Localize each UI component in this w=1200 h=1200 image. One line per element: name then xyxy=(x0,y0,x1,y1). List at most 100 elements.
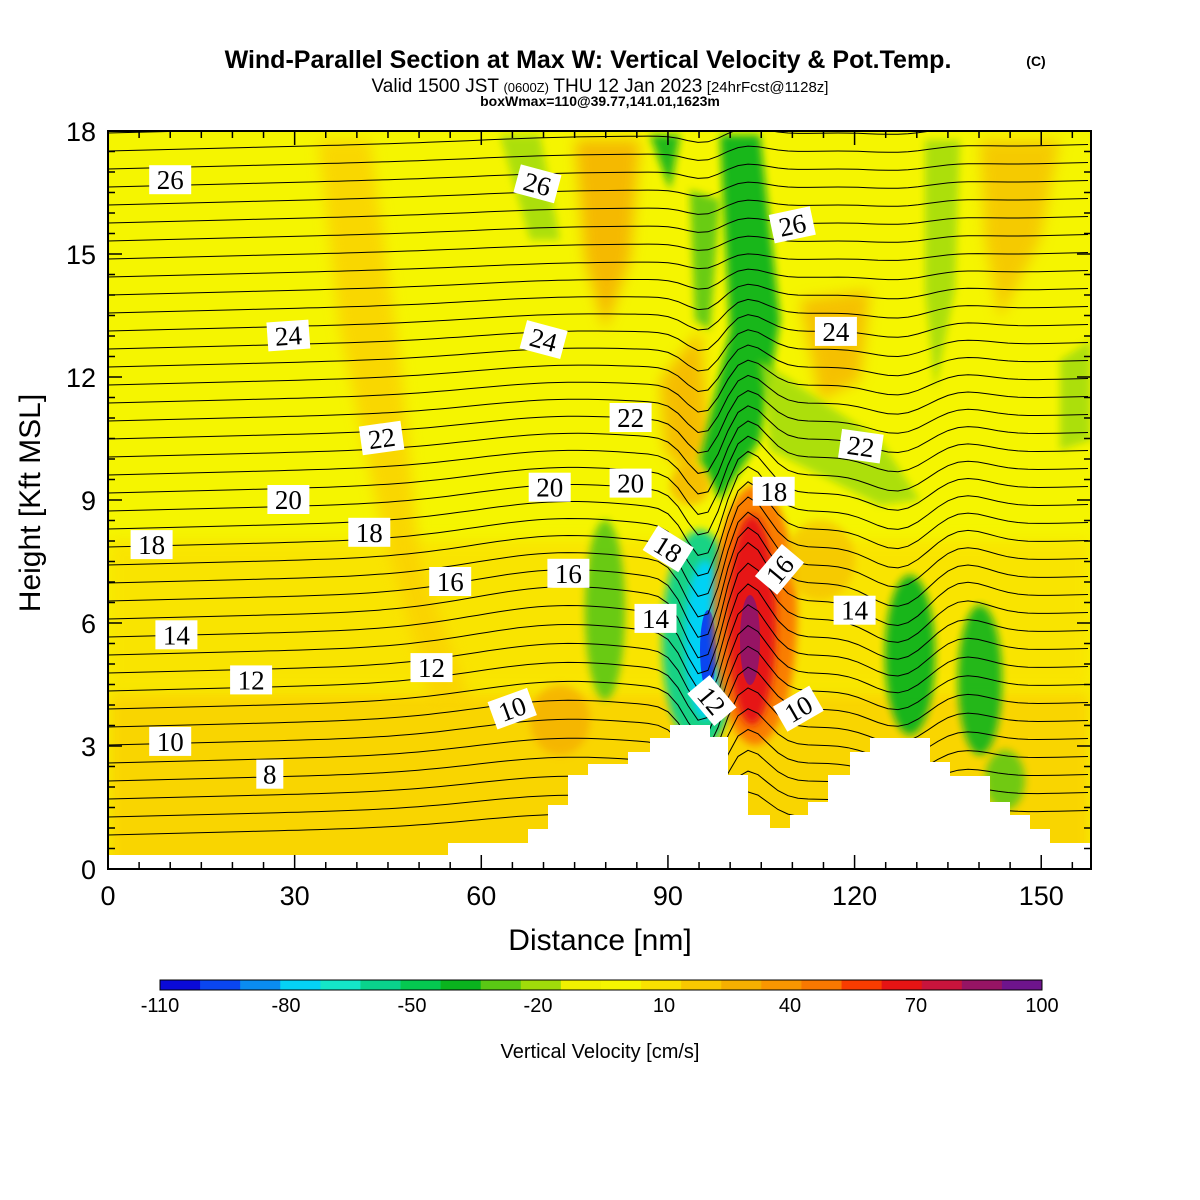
isentrope-label-text: 18 xyxy=(760,477,787,507)
x-tick-label: 60 xyxy=(466,881,496,911)
y-tick-label: 9 xyxy=(81,486,96,516)
colorbar-tick-label: -80 xyxy=(272,995,301,1017)
isentrope-label-text: 12 xyxy=(418,653,445,683)
isentrope-label: 20 xyxy=(609,468,652,499)
colorbar-swatch xyxy=(801,980,843,990)
colorbar-swatch xyxy=(480,980,522,990)
y-tick-label: 15 xyxy=(66,240,96,270)
colorbar-tick-label: 10 xyxy=(653,995,675,1017)
isentrope-label: 20 xyxy=(528,472,571,503)
colorbar-swatch xyxy=(520,980,562,990)
isentrope-line xyxy=(108,583,1089,690)
colorbar-tick-label: 70 xyxy=(905,995,927,1017)
isentrope-label: 10 xyxy=(487,687,537,730)
colorbar-swatch xyxy=(961,980,1003,990)
x-tick-label: 30 xyxy=(280,881,310,911)
isentrope-line xyxy=(108,390,1089,454)
isentrope-line xyxy=(108,268,1089,296)
colorbar-swatch xyxy=(761,980,802,990)
y-tick-label: 6 xyxy=(81,609,96,639)
isentrope-label-text: 18 xyxy=(356,518,383,548)
isentrope-label-text: 26 xyxy=(157,165,184,195)
isentrope-label-text: 16 xyxy=(437,567,464,597)
isentrope-label-text: 10 xyxy=(157,727,184,757)
x-axis-label: Distance [nm] xyxy=(508,924,691,957)
colorbar-swatch xyxy=(160,980,201,990)
isentrope-line xyxy=(108,541,1089,659)
isentrope-label: 18 xyxy=(348,517,391,548)
x-tick-label: 150 xyxy=(1019,881,1064,911)
y-tick-label: 0 xyxy=(81,855,96,885)
colorbar-swatch xyxy=(400,980,442,990)
isentrope-label: 24 xyxy=(266,319,311,352)
y-tick-label: 3 xyxy=(81,732,96,762)
isentrope-line xyxy=(108,496,1089,597)
isentrope-line xyxy=(108,359,1089,413)
isentrope-line xyxy=(108,645,1089,737)
isentrope-line xyxy=(108,144,1089,170)
isentrope-label-text: 22 xyxy=(845,430,876,463)
isentrope-line xyxy=(108,511,1089,618)
isentrope-label: 18 xyxy=(752,476,795,507)
isentrope-line xyxy=(108,198,1089,224)
colorbar-label: Vertical Velocity [cm/s] xyxy=(501,1041,700,1063)
colorbar-swatch xyxy=(881,980,923,990)
isentrope-line xyxy=(108,374,1089,434)
isentrope-line xyxy=(108,344,1089,393)
colorbar-swatch xyxy=(200,980,241,990)
isentrope-label: 12 xyxy=(230,665,273,695)
colorbar-tick-label: -20 xyxy=(524,995,553,1017)
isentrope-label-text: 20 xyxy=(536,473,563,503)
y-tick-label: 18 xyxy=(66,117,96,147)
isentrope-label-text: 16 xyxy=(555,559,582,589)
isentrope-line xyxy=(108,405,1089,474)
isentrope-line xyxy=(108,180,1089,206)
isentrope-label: 8 xyxy=(256,759,284,790)
colorbar-swatch xyxy=(921,980,963,990)
colorbar-swatch xyxy=(681,980,722,990)
colorbar-swatch xyxy=(601,980,642,990)
x-tick-label: 0 xyxy=(100,881,115,911)
isentrope-label-text: 20 xyxy=(275,485,302,515)
axes: 0 30 60 90 120 150 0 3 6 9 12 15 18 xyxy=(66,117,1091,911)
isentrope-label: 16 xyxy=(429,567,472,597)
isentrope-label-text: 14 xyxy=(841,596,869,626)
isentrope-label: 10 xyxy=(149,726,192,757)
x-tick-label: 90 xyxy=(653,881,683,911)
isentrope-line xyxy=(108,666,1089,752)
isentrope-label: 22 xyxy=(609,403,652,433)
colorbar-swatch xyxy=(560,980,602,990)
colorbar-swatch xyxy=(440,980,482,990)
isentrope-label-text: 22 xyxy=(617,403,644,433)
isentrope-line xyxy=(108,162,1089,188)
isentrope-label-text: 24 xyxy=(274,320,304,352)
isentrope-line xyxy=(108,687,1089,768)
isentrope-label: 22 xyxy=(838,428,884,464)
isentrope-line xyxy=(108,481,1089,577)
subtitle-date: THU 12 Jan 2023 xyxy=(553,76,702,97)
colorbar-tick-label: 40 xyxy=(779,995,801,1017)
colorbar-swatch xyxy=(360,980,402,990)
colorbar-swatch xyxy=(1001,980,1043,990)
x-tick-label: 120 xyxy=(832,881,877,911)
isentrope-line xyxy=(108,216,1089,242)
isentrope-label: 14 xyxy=(155,620,198,650)
isentrope-label-text: 8 xyxy=(263,760,277,790)
isentrope-label-text: 20 xyxy=(617,469,644,499)
isentrope-label: 16 xyxy=(547,558,590,589)
isentrope-label: 26 xyxy=(768,206,816,244)
isentrope-line xyxy=(108,526,1089,638)
y-tick-label: 12 xyxy=(66,363,96,393)
colorbar-frame xyxy=(159,979,1043,991)
colorbar-swatch xyxy=(320,980,361,990)
chart-subtitle: Valid 1500 JST (0600Z) THU 12 Jan 2023 [… xyxy=(372,76,829,97)
isentrope-line xyxy=(108,283,1089,314)
isentrope-label: 26 xyxy=(513,164,562,204)
isentrope-line xyxy=(108,562,1089,675)
isentrope-label: 14 xyxy=(833,595,876,626)
isentrope-line xyxy=(108,329,1089,372)
isentropes xyxy=(108,131,1089,845)
isentrope-label: 22 xyxy=(358,420,405,456)
